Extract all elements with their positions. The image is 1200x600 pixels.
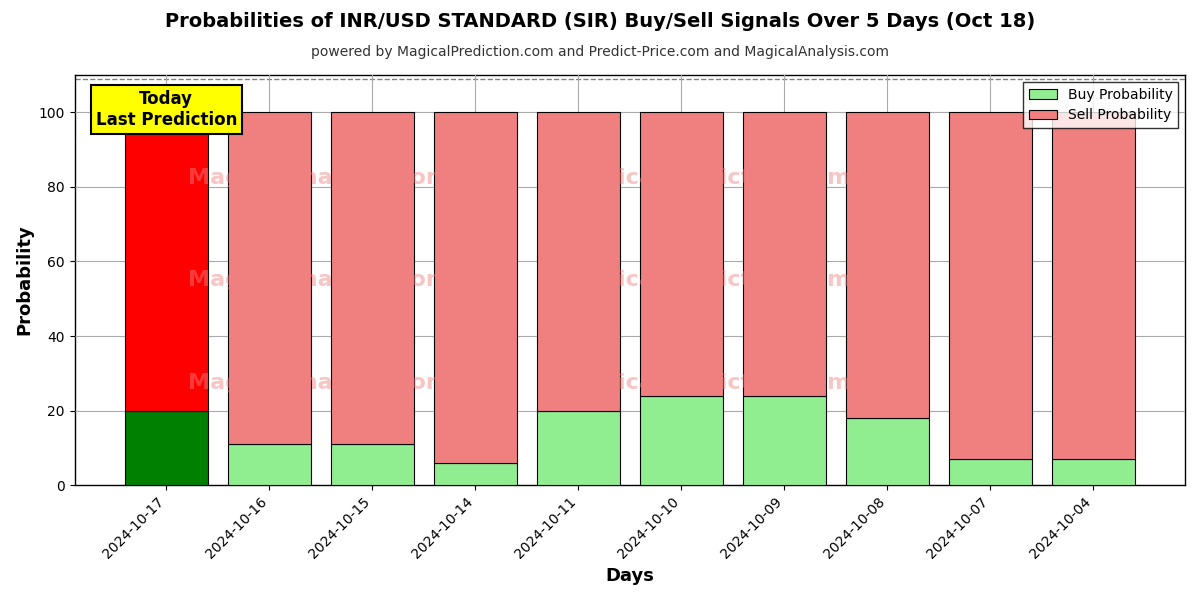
Bar bbox=[228, 112, 311, 444]
Bar bbox=[434, 463, 516, 485]
Text: powered by MagicalPrediction.com and Predict-Price.com and MagicalAnalysis.com: powered by MagicalPrediction.com and Pre… bbox=[311, 45, 889, 59]
Bar bbox=[640, 395, 722, 485]
Text: MagicalPrediction.com: MagicalPrediction.com bbox=[565, 167, 851, 188]
Text: MagicalAnalysis.com: MagicalAnalysis.com bbox=[188, 167, 450, 188]
Legend: Buy Probability, Sell Probability: Buy Probability, Sell Probability bbox=[1024, 82, 1178, 128]
Text: MagicalPrediction.com: MagicalPrediction.com bbox=[565, 373, 851, 392]
Bar bbox=[743, 395, 826, 485]
Bar bbox=[538, 410, 619, 485]
Bar bbox=[846, 418, 929, 485]
Bar bbox=[949, 459, 1032, 485]
Bar bbox=[1052, 112, 1134, 459]
Bar bbox=[640, 112, 722, 395]
Bar bbox=[125, 410, 208, 485]
Bar bbox=[228, 444, 311, 485]
Bar bbox=[125, 112, 208, 410]
Bar bbox=[331, 112, 414, 444]
Bar bbox=[846, 112, 929, 418]
Bar bbox=[743, 112, 826, 395]
Text: Today
Last Prediction: Today Last Prediction bbox=[96, 90, 238, 129]
Text: MagicalPrediction.com: MagicalPrediction.com bbox=[565, 270, 851, 290]
Bar bbox=[434, 112, 516, 463]
X-axis label: Days: Days bbox=[605, 567, 654, 585]
Text: Probabilities of INR/USD STANDARD (SIR) Buy/Sell Signals Over 5 Days (Oct 18): Probabilities of INR/USD STANDARD (SIR) … bbox=[164, 12, 1036, 31]
Bar bbox=[538, 112, 619, 410]
Bar bbox=[331, 444, 414, 485]
Text: MagicalAnalysis.com: MagicalAnalysis.com bbox=[188, 270, 450, 290]
Y-axis label: Probability: Probability bbox=[16, 225, 34, 335]
Text: MagicalAnalysis.com: MagicalAnalysis.com bbox=[188, 373, 450, 392]
Bar bbox=[949, 112, 1032, 459]
Bar bbox=[1052, 459, 1134, 485]
